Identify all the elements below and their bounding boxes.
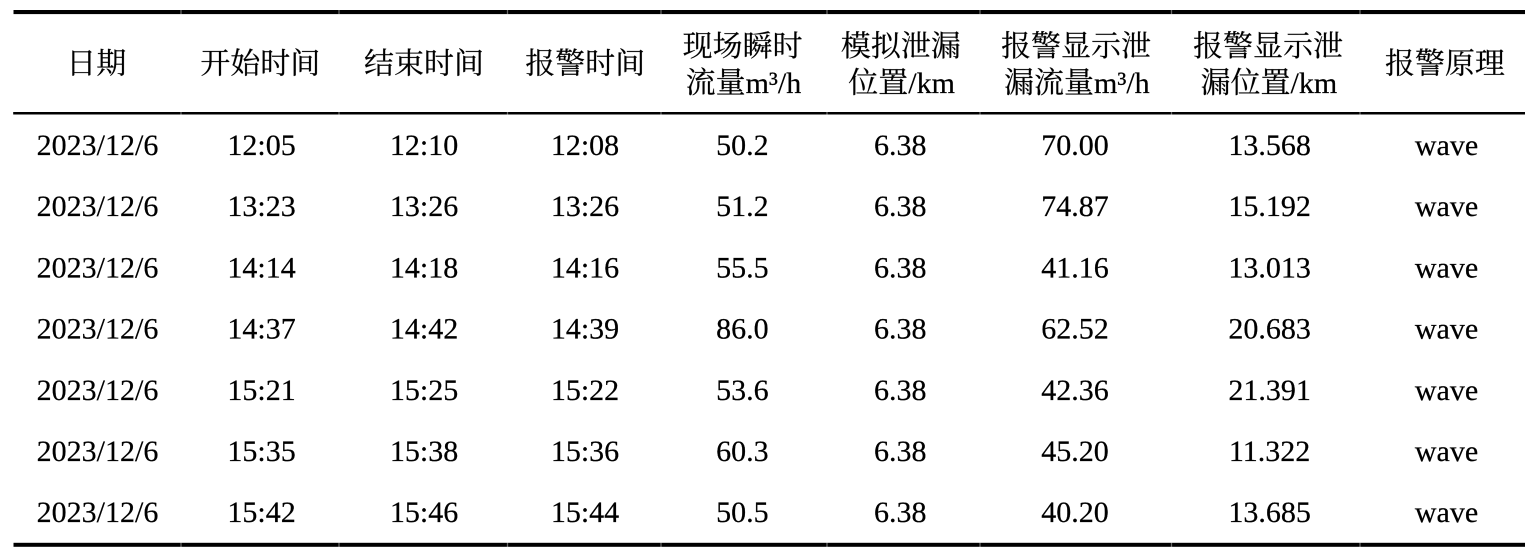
svg-text:14:14: 14:14: [227, 251, 295, 284]
svg-text:15:44: 15:44: [551, 496, 619, 529]
svg-text:13:26: 13:26: [551, 190, 619, 223]
svg-text:15:42: 15:42: [227, 496, 295, 529]
svg-text:11.322: 11.322: [1229, 435, 1310, 468]
svg-text:wave: wave: [1415, 251, 1478, 284]
svg-text:42.36: 42.36: [1041, 374, 1109, 407]
svg-text:2023/12/6: 2023/12/6: [37, 496, 159, 529]
svg-text:m³/h: m³/h: [746, 67, 802, 100]
svg-text:74.87: 74.87: [1041, 190, 1109, 223]
svg-text:m³/h: m³/h: [1094, 67, 1150, 100]
svg-text:2023/12/6: 2023/12/6: [37, 435, 159, 468]
svg-text:60.3: 60.3: [716, 435, 769, 468]
svg-text:14:18: 14:18: [390, 251, 458, 284]
svg-text:50.2: 50.2: [716, 129, 769, 162]
svg-text:86.0: 86.0: [716, 313, 769, 346]
svg-text:6.38: 6.38: [874, 129, 927, 162]
svg-text:51.2: 51.2: [716, 190, 769, 223]
svg-text:2023/12/6: 2023/12/6: [37, 313, 159, 346]
svg-text:15:22: 15:22: [551, 374, 619, 407]
svg-text:6.38: 6.38: [874, 496, 927, 529]
svg-text:13.685: 13.685: [1228, 496, 1311, 529]
svg-text:wave: wave: [1415, 313, 1478, 346]
svg-text:2023/12/6: 2023/12/6: [37, 129, 159, 162]
svg-text:20.683: 20.683: [1228, 313, 1311, 346]
svg-text:wave: wave: [1415, 435, 1478, 468]
svg-text:15.192: 15.192: [1228, 190, 1311, 223]
svg-text:2023/12/6: 2023/12/6: [37, 374, 159, 407]
svg-text:41.16: 41.16: [1041, 251, 1109, 284]
svg-text:2023/12/6: 2023/12/6: [37, 190, 159, 223]
svg-text:14:16: 14:16: [551, 251, 619, 284]
svg-text:wave: wave: [1415, 374, 1478, 407]
svg-text:13:26: 13:26: [390, 190, 458, 223]
svg-text:70.00: 70.00: [1041, 129, 1109, 162]
svg-text:/km: /km: [908, 67, 955, 100]
svg-text:15:46: 15:46: [390, 496, 458, 529]
svg-text:45.20: 45.20: [1041, 435, 1109, 468]
svg-text:12:05: 12:05: [227, 129, 295, 162]
svg-text:13.013: 13.013: [1228, 251, 1311, 284]
svg-text:wave: wave: [1415, 129, 1478, 162]
svg-text:13:23: 13:23: [227, 190, 295, 223]
svg-text:6.38: 6.38: [874, 251, 927, 284]
svg-text:6.38: 6.38: [874, 435, 927, 468]
svg-text:/km: /km: [1291, 67, 1338, 100]
svg-text:12:08: 12:08: [551, 129, 619, 162]
svg-text:14:42: 14:42: [390, 313, 458, 346]
svg-text:12:10: 12:10: [390, 129, 458, 162]
svg-text:50.5: 50.5: [716, 496, 769, 529]
svg-text:wave: wave: [1415, 190, 1478, 223]
svg-text:21.391: 21.391: [1228, 374, 1311, 407]
svg-text:53.6: 53.6: [716, 374, 769, 407]
svg-text:15:25: 15:25: [390, 374, 458, 407]
svg-text:55.5: 55.5: [716, 251, 769, 284]
svg-text:14:37: 14:37: [227, 313, 295, 346]
svg-text:6.38: 6.38: [874, 313, 927, 346]
svg-text:15:38: 15:38: [390, 435, 458, 468]
svg-text:6.38: 6.38: [874, 374, 927, 407]
svg-text:40.20: 40.20: [1041, 496, 1109, 529]
svg-text:13.568: 13.568: [1228, 129, 1311, 162]
svg-text:15:35: 15:35: [227, 435, 295, 468]
svg-text:15:21: 15:21: [227, 374, 295, 407]
svg-text:14:39: 14:39: [551, 313, 619, 346]
svg-text:2023/12/6: 2023/12/6: [37, 251, 159, 284]
svg-text:wave: wave: [1415, 496, 1478, 529]
svg-text:6.38: 6.38: [874, 190, 927, 223]
svg-text:62.52: 62.52: [1041, 313, 1109, 346]
svg-text:15:36: 15:36: [551, 435, 619, 468]
